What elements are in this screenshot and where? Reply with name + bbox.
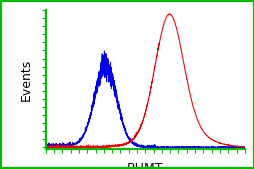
- Y-axis label: Events: Events: [20, 58, 33, 101]
- X-axis label: BHMT: BHMT: [126, 162, 163, 169]
